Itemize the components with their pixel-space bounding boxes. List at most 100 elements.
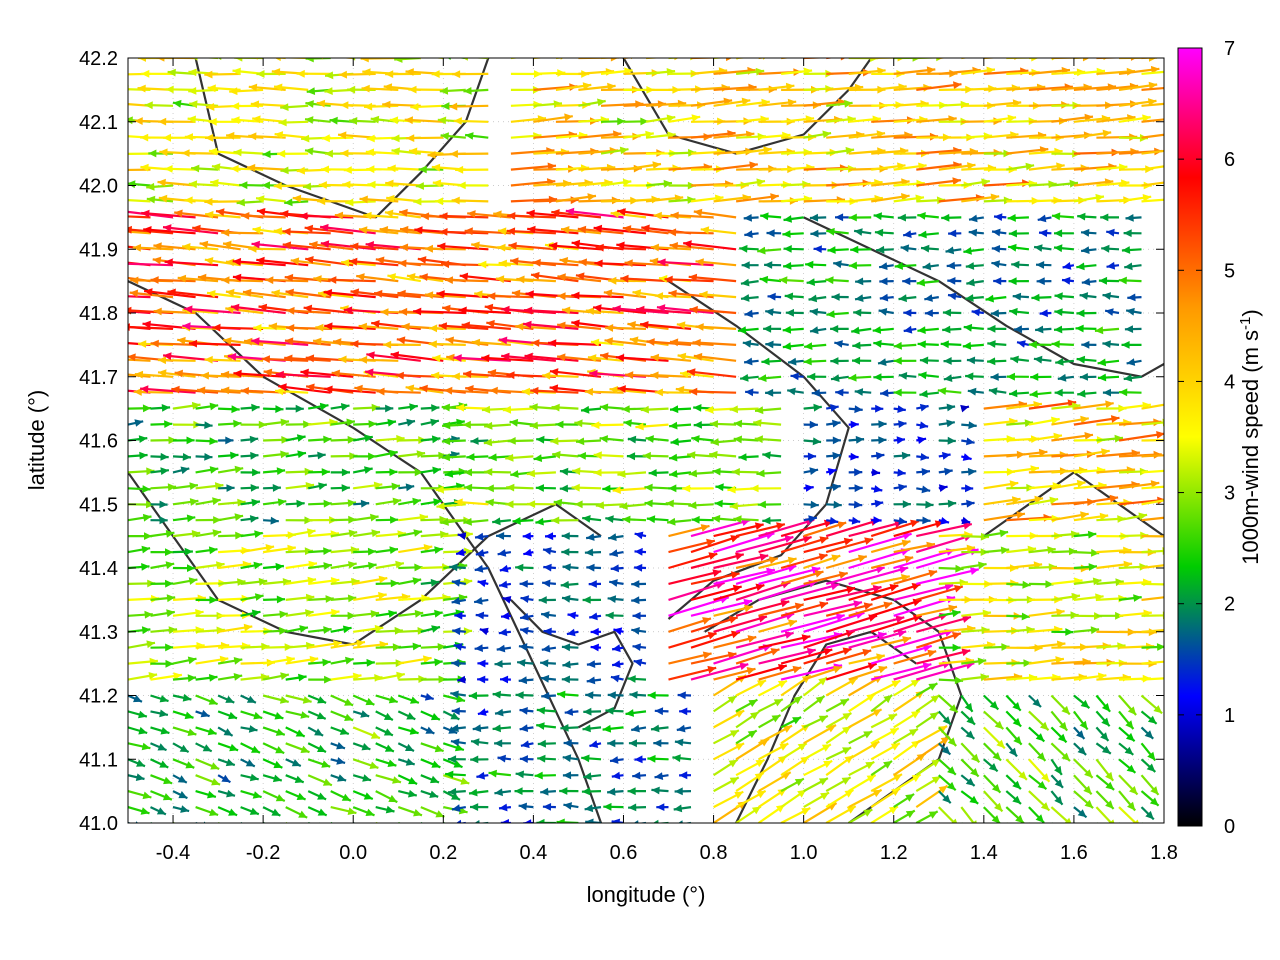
wind-arrow-head <box>955 564 964 573</box>
wind-arrow <box>960 790 979 805</box>
wind-arrow-head <box>839 699 849 707</box>
wind-arrow-shaft <box>690 585 742 601</box>
wind-arrow <box>150 548 174 556</box>
wind-arrow-head <box>451 597 461 605</box>
wind-arrow-head <box>83 290 91 298</box>
wind-arrow-head <box>536 706 546 715</box>
wind-arrow-head <box>347 807 357 815</box>
wind-arrow-head <box>1150 786 1159 795</box>
wind-arrow <box>307 774 333 787</box>
wind-arrow <box>308 608 340 617</box>
wind-arrow <box>1073 790 1094 809</box>
wind-arrow-head <box>806 647 816 656</box>
wind-arrow <box>713 583 765 601</box>
wind-arrow <box>848 774 877 793</box>
wind-arrow-head <box>453 643 463 651</box>
wind-arrow <box>330 757 346 765</box>
wind-arrow-head <box>188 577 198 585</box>
wind-arrow-head <box>515 691 524 700</box>
wind-arrow-shaft <box>713 644 772 665</box>
wind-arrow-head <box>582 724 591 733</box>
wind-arrow <box>682 484 714 493</box>
wind-arrow <box>938 499 957 508</box>
wind-arrow-head <box>633 658 643 667</box>
wind-arrow-head <box>542 579 551 588</box>
wind-arrow-head <box>228 808 238 816</box>
wind-arrow <box>307 742 327 753</box>
wind-arrow-head <box>965 730 975 739</box>
wind-arrow <box>172 656 197 665</box>
wind-arrow <box>750 484 782 493</box>
wind-arrow-head <box>1147 715 1157 724</box>
wind-arrow <box>1073 758 1094 779</box>
wind-arrow-head <box>396 671 405 680</box>
wind-arrow-head <box>944 467 953 476</box>
wind-arrow-head <box>253 561 263 570</box>
wind-arrow-head <box>1125 732 1135 742</box>
wind-arrow <box>492 517 512 526</box>
wind-arrow <box>581 787 602 796</box>
wind-arrow-head <box>727 485 736 494</box>
wind-arrow-head <box>1087 530 1097 539</box>
wind-arrow <box>713 758 739 777</box>
wind-arrow-head <box>492 690 501 699</box>
wind-arrow <box>581 754 602 763</box>
wind-arrow-head <box>783 725 792 733</box>
wind-arrow-head <box>611 771 621 780</box>
wind-arrow-head <box>414 563 423 572</box>
wind-arrow-head <box>1001 643 1010 651</box>
wind-arrow-head <box>857 554 867 563</box>
wind-arrow <box>848 665 888 681</box>
wind-arrow <box>262 694 289 704</box>
wind-arrow <box>420 625 441 633</box>
wind-arrow-head <box>734 791 744 799</box>
wind-arrow-head <box>1165 675 1173 683</box>
wind-arrow-shaft <box>780 520 834 538</box>
wind-arrow-head <box>1127 801 1136 811</box>
wind-arrow-head <box>492 724 501 733</box>
wind-arrow <box>150 452 169 461</box>
wind-arrow-head <box>306 528 316 536</box>
wind-arrow-head <box>294 775 304 783</box>
wind-arrow-head <box>988 763 998 772</box>
wind-arrow <box>195 596 218 604</box>
wind-arrow <box>938 806 958 823</box>
wind-arrow <box>1051 479 1086 490</box>
wind-arrow <box>938 676 964 685</box>
wind-arrow <box>307 790 327 801</box>
wind-arrow <box>848 808 873 823</box>
wind-arrow-head <box>251 498 260 507</box>
wind-arrow-head <box>323 626 332 634</box>
wind-arrow <box>150 530 175 538</box>
wind-arrow <box>262 710 284 720</box>
wind-arrow <box>735 771 765 793</box>
wind-arrow-head <box>1037 781 1047 790</box>
wind-arrow-head <box>561 643 571 652</box>
wind-arrow <box>477 659 489 668</box>
wind-arrow-head <box>577 452 586 460</box>
wind-arrow-head <box>371 529 380 538</box>
wind-arrow <box>172 674 197 683</box>
wind-arrow-head <box>669 470 678 478</box>
wind-arrow <box>195 453 213 461</box>
wind-arrow <box>690 584 742 601</box>
wind-arrow <box>632 611 646 620</box>
wind-arrow-shaft <box>1006 822 1008 823</box>
wind-arrow-head <box>405 743 414 751</box>
wind-arrow <box>218 451 239 460</box>
wind-arrow <box>285 774 305 784</box>
wind-arrow-head <box>454 611 463 620</box>
wind-arrow-head <box>208 697 218 705</box>
wind-arrow-head <box>280 450 289 459</box>
wind-arrow <box>217 673 243 681</box>
wind-arrow <box>474 532 489 541</box>
wind-arrow-head <box>456 695 465 703</box>
wind-arrow-head <box>157 743 167 751</box>
wind-arrow-shaft <box>848 532 912 554</box>
wind-arrow <box>497 549 512 557</box>
wind-arrow-head <box>948 832 957 841</box>
wind-arrow <box>609 579 624 587</box>
wind-arrow-head <box>688 469 698 478</box>
wind-arrow-shaft <box>916 662 975 681</box>
wind-arrow <box>420 693 434 701</box>
